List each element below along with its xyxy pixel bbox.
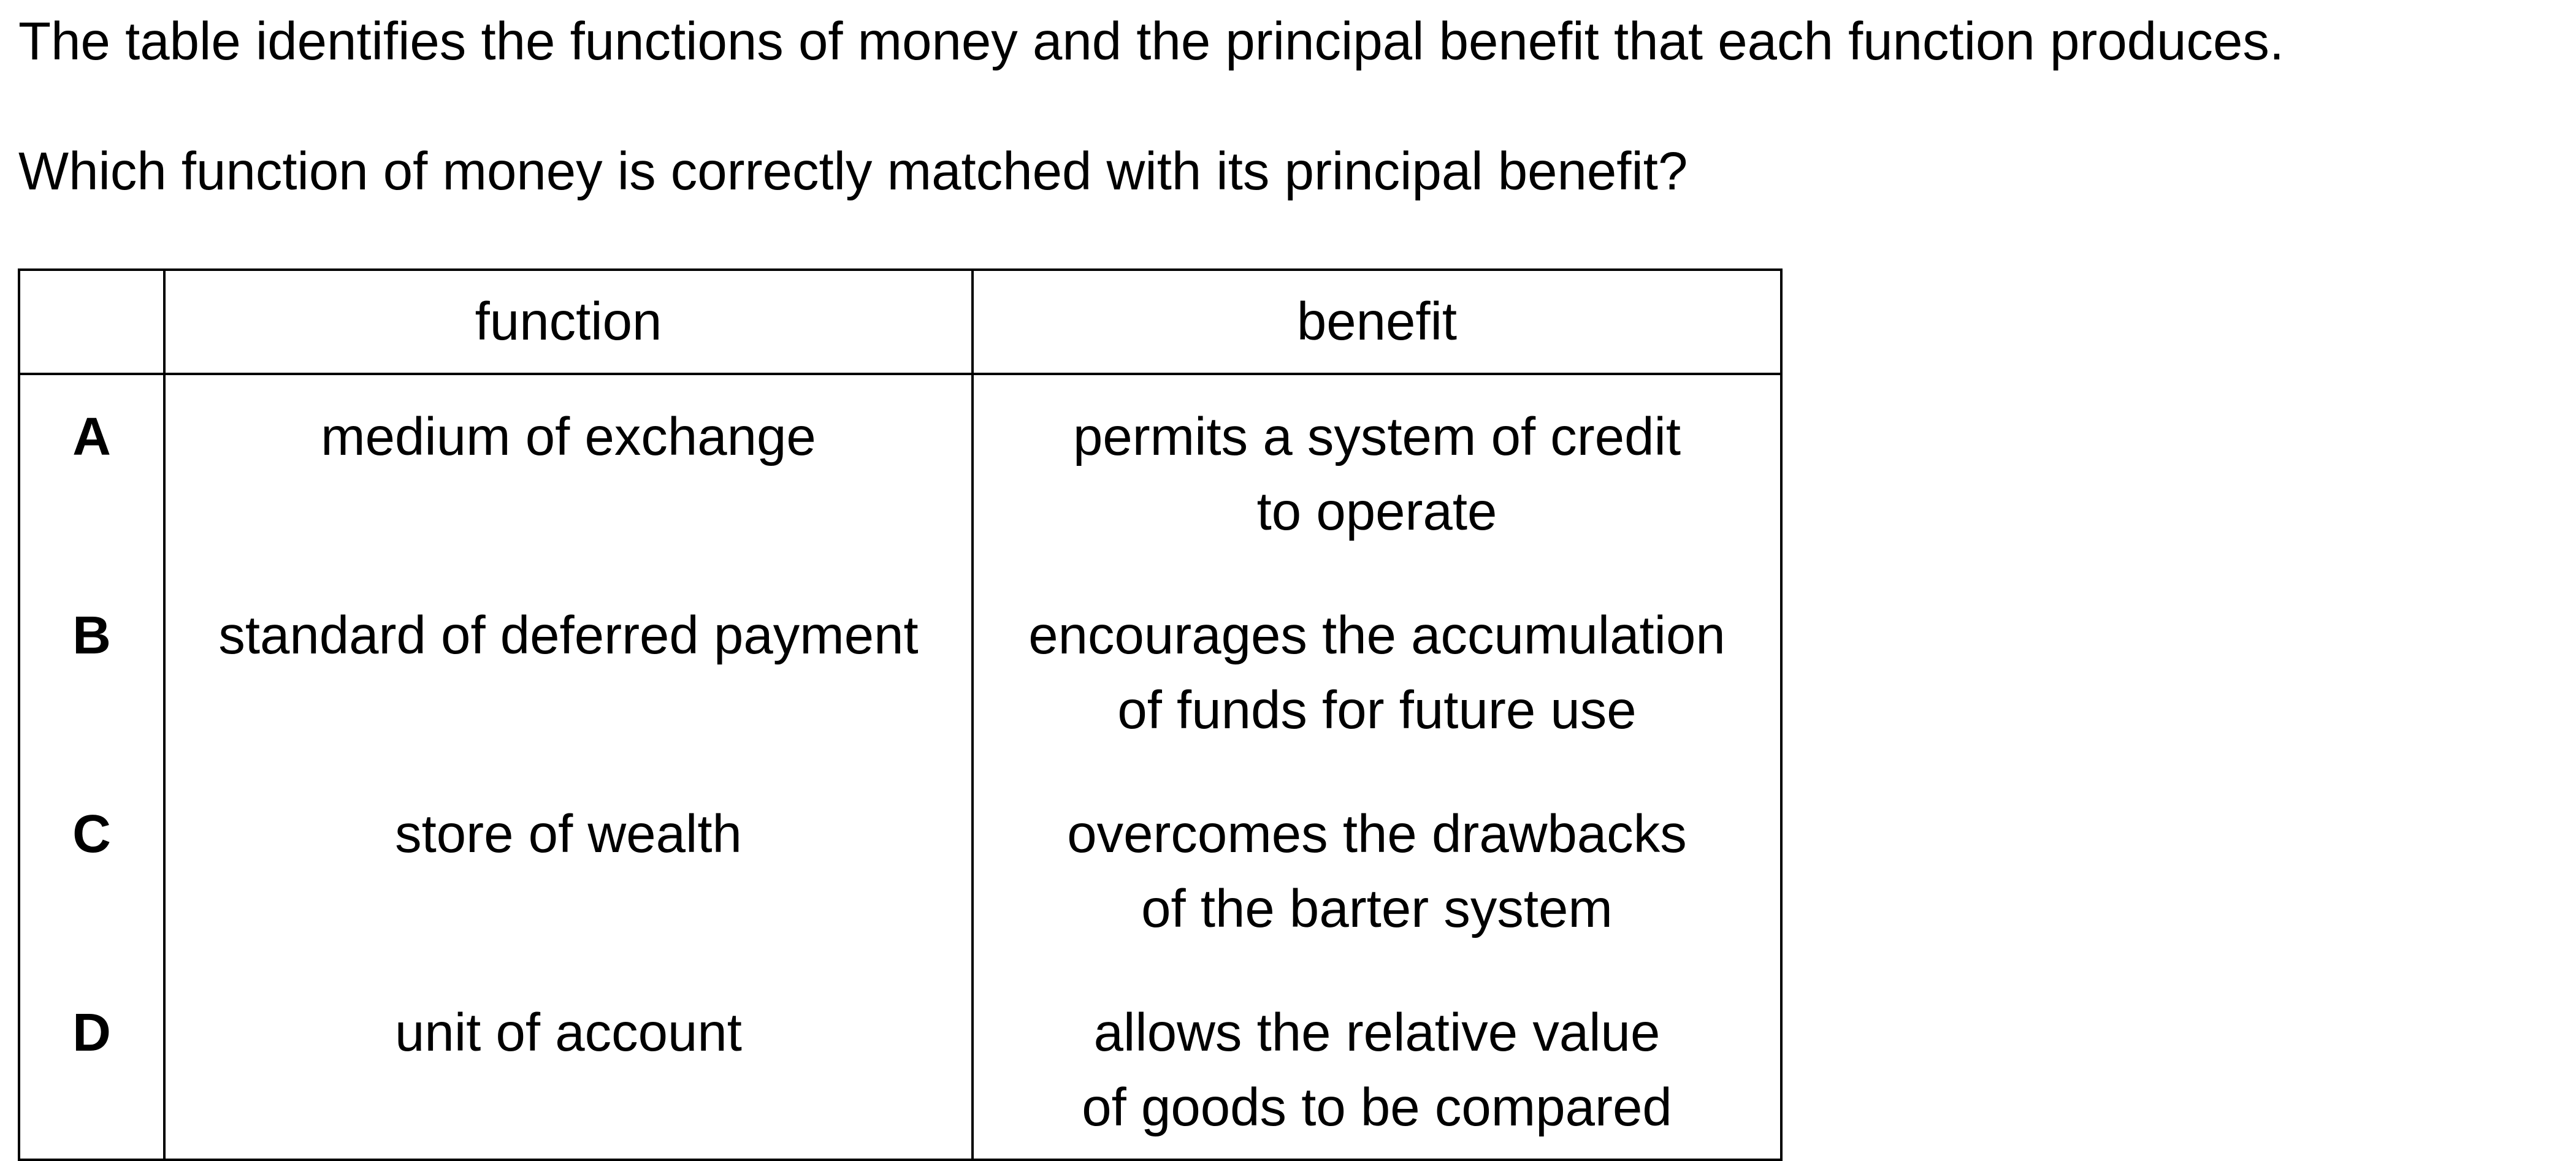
header-letter (18, 268, 166, 375)
table-row-c: C store of wealth overcomes the drawback… (18, 772, 1783, 971)
benefit-cell-b: encourages the accumulation of funds for… (971, 574, 1783, 772)
header-function: function (163, 268, 974, 375)
function-cell-b: standard of deferred payment (163, 574, 974, 772)
benefit-line-1: encourages the accumulation (1028, 606, 1726, 665)
table-row-b: B standard of deferred payment encourage… (18, 574, 1783, 772)
benefit-line-1: permits a system of credit (1072, 407, 1681, 466)
benefit-line-2: of funds for future use (1117, 680, 1637, 740)
table-row-a: A medium of exchange permits a system of… (18, 374, 1783, 574)
benefit-cell-c: overcomes the drawbacks of the barter sy… (971, 772, 1783, 971)
function-cell-c: store of wealth (163, 772, 974, 971)
options-table: function benefit A medium of exchange pe… (18, 268, 1783, 1161)
intro-text: The table identifies the functions of mo… (18, 12, 2285, 71)
function-cell-a: medium of exchange (163, 374, 974, 574)
benefit-cell-a: permits a system of credit to operate (971, 374, 1783, 574)
function-cell-d: unit of account (163, 971, 974, 1161)
header-benefit: benefit (971, 268, 1783, 375)
option-letter-c: C (18, 772, 166, 971)
option-letter-a: A (18, 374, 166, 574)
option-letter-b: B (18, 574, 166, 772)
benefit-line-1: overcomes the drawbacks (1067, 804, 1687, 864)
table-row-d: D unit of account allows the relative va… (18, 971, 1783, 1161)
benefit-cell-d: allows the relative value of goods to be… (971, 971, 1783, 1161)
benefit-line-1: allows the relative value (1093, 1003, 1661, 1062)
option-letter-d: D (18, 971, 166, 1161)
table-header-row: function benefit (18, 268, 1783, 375)
benefit-line-2: of the barter system (1141, 879, 1613, 938)
question-text: Which function of money is correctly mat… (18, 142, 1688, 201)
benefit-line-2: of goods to be compared (1082, 1078, 1672, 1137)
benefit-line-2: to operate (1256, 482, 1497, 541)
